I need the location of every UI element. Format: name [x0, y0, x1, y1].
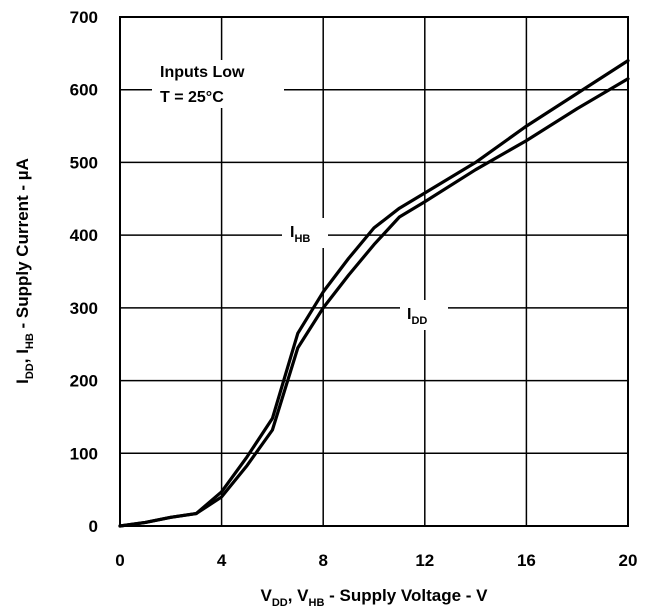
text-part: I: [13, 379, 32, 384]
subscript: HB: [24, 333, 36, 349]
y-tick-label: 200: [70, 372, 98, 391]
subscript: DD: [411, 315, 427, 327]
x-tick-label: 4: [217, 551, 227, 570]
x-tick-label: 8: [318, 551, 327, 570]
y-tick-label: 100: [70, 444, 98, 463]
plot-frame: [119, 16, 629, 527]
text-part: I: [290, 224, 294, 241]
grid: [119, 16, 629, 527]
text-part: T = 25°C: [160, 89, 224, 106]
idd-label: IDD: [407, 306, 427, 327]
conditions-line2: T = 25°C: [160, 89, 224, 106]
y-tick-label: 700: [70, 8, 98, 27]
text-part: V: [260, 586, 272, 605]
annotation-background: [282, 218, 328, 248]
y-tick-label: 400: [70, 226, 98, 245]
x-tick-label: 0: [115, 551, 124, 570]
text-part: Inputs Low: [160, 64, 245, 81]
subscript: DD: [24, 363, 36, 379]
y-tick-label: 500: [70, 153, 98, 172]
series-line-ihb: [118, 58, 630, 528]
subscript: HB: [309, 597, 325, 609]
text-part: , I: [13, 349, 32, 363]
text-part: I: [407, 306, 411, 323]
x-tick-label: 16: [517, 551, 536, 570]
text-part: - Supply Voltage - V: [324, 586, 488, 605]
ihb-label: IHB: [290, 224, 310, 245]
text-part: , V: [288, 586, 309, 605]
y-tick-label: 600: [70, 81, 98, 100]
annotation-background: [152, 60, 284, 108]
x-tick-label: 20: [619, 551, 638, 570]
subscript: HB: [294, 233, 310, 245]
annotation-background: [400, 300, 448, 330]
x-axis-title: VDD, VHB - Supply Voltage - V: [260, 586, 488, 609]
conditions-line1: Inputs Low: [160, 64, 245, 81]
series-lines: [118, 58, 630, 528]
text-part: - Supply Current - µA: [13, 158, 32, 333]
y-axis-title: IDD, IHB - Supply Current - µA: [13, 158, 36, 384]
series-line-idd: [118, 77, 630, 528]
y-tick-label: 300: [70, 299, 98, 318]
y-tick-label: 0: [89, 517, 98, 536]
x-tick-label: 12: [415, 551, 434, 570]
subscript: DD: [272, 597, 288, 609]
